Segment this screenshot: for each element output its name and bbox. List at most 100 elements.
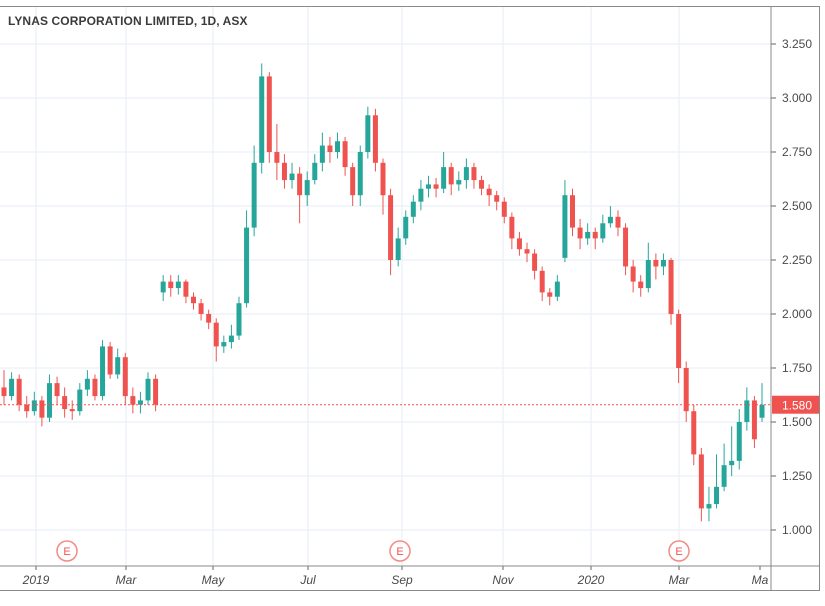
earnings-marker-icon[interactable]: [668, 540, 690, 562]
candle-body: [471, 167, 477, 181]
candle-body: [448, 167, 454, 185]
candle-body: [479, 180, 485, 189]
candle-body: [539, 270, 545, 293]
candle-body: [441, 167, 447, 189]
candle-body: [281, 162, 287, 181]
candle-body: [585, 231, 591, 239]
candle-body: [623, 227, 629, 267]
earnings-marker-icon[interactable]: [56, 540, 78, 562]
candle-body: [463, 167, 469, 181]
candle-body: [698, 454, 704, 509]
candle-body: [645, 260, 651, 289]
candle-body: [418, 188, 424, 202]
candle-body: [115, 357, 121, 375]
price-label: 3.250: [782, 37, 812, 51]
candle-body: [721, 465, 727, 487]
price-label: 2.750: [782, 145, 812, 159]
candle-body: [554, 281, 560, 297]
candle-body: [198, 303, 204, 314]
candle-body: [266, 76, 272, 152]
earnings-marker-label: E: [675, 546, 682, 558]
earnings-marker-label: E: [63, 546, 70, 558]
time-label: May: [202, 573, 226, 587]
candle-body: [501, 201, 507, 217]
candle-body: [39, 400, 45, 418]
candle-body: [327, 145, 333, 152]
price-label: 2.250: [782, 253, 812, 267]
candle-body: [410, 201, 416, 217]
candle-body: [691, 411, 697, 455]
candle-body: [676, 314, 682, 368]
candle-body: [244, 227, 250, 304]
candle-body: [319, 145, 325, 163]
candle-body: [62, 396, 68, 410]
candle-body: [274, 152, 280, 163]
candle-body: [46, 383, 52, 418]
candle-body: [137, 400, 143, 405]
candle-body: [191, 296, 196, 304]
candle-body: [54, 383, 60, 397]
candle-body: [547, 292, 553, 297]
candle-body: [365, 115, 371, 152]
time-label: 2020: [577, 573, 605, 587]
candle-body: [751, 400, 757, 440]
candle-body: [160, 281, 166, 293]
earnings-marker-label: E: [396, 546, 403, 558]
candle-body: [395, 238, 401, 260]
candle-body: [425, 184, 431, 189]
candle-body: [312, 162, 318, 181]
candle-body: [213, 322, 219, 347]
candle-body: [744, 400, 750, 422]
price-label: 1.250: [782, 469, 812, 483]
candle-body: [653, 260, 659, 267]
candle-body: [206, 314, 212, 323]
price-label: 3.000: [782, 91, 812, 105]
candle-body: [289, 173, 295, 181]
candle-body: [403, 216, 409, 239]
candle-body: [130, 396, 136, 405]
candle-body: [107, 346, 113, 375]
candle-body: [524, 249, 530, 254]
time-label: Mar: [669, 573, 691, 587]
candle-body: [388, 195, 394, 260]
candle-body: [486, 188, 492, 196]
candle-body: [297, 173, 303, 196]
candle-body: [668, 260, 674, 314]
candle-body: [683, 368, 689, 412]
candle-body: [607, 216, 613, 224]
candle-body: [516, 238, 522, 250]
candle-body: [9, 378, 15, 397]
candle-body: [100, 346, 106, 397]
price-label: 2.000: [782, 307, 812, 321]
candle-body: [714, 486, 720, 505]
candle-body: [122, 357, 128, 397]
candle-body: [433, 184, 439, 189]
price-label: 1.750: [782, 361, 812, 375]
candle-body: [342, 141, 348, 168]
candle-body: [1, 387, 7, 397]
candle-body: [259, 76, 265, 163]
candle-body: [577, 227, 583, 239]
price-label: 2.500: [782, 199, 812, 213]
candle-body: [153, 378, 159, 405]
candle-body: [380, 162, 386, 196]
candle-body: [183, 281, 189, 297]
time-label: Sep: [391, 573, 413, 587]
time-label: Mar: [116, 573, 138, 587]
last-price-badge: [772, 395, 819, 414]
candle-body: [570, 195, 575, 228]
candle-body: [168, 281, 174, 289]
candle-body: [494, 195, 500, 202]
candle-body: [24, 404, 30, 412]
candle-body: [221, 342, 227, 347]
candle-body: [69, 409, 75, 412]
earnings-marker-icon[interactable]: [389, 540, 411, 562]
candle-body: [592, 231, 598, 239]
candle-body: [532, 253, 538, 271]
candle-body: [729, 460, 735, 466]
candle-body: [145, 378, 151, 401]
candle-body: [759, 404, 765, 418]
candle-body: [77, 389, 83, 412]
last-price-label: 1.580: [782, 399, 812, 413]
